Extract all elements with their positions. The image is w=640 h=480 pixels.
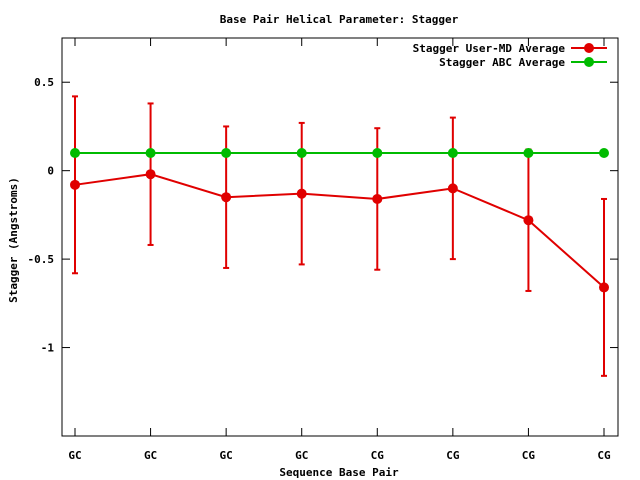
data-point — [70, 179, 80, 190]
data-point — [296, 188, 307, 199]
data-point — [221, 192, 232, 203]
x-tick-label: GC — [295, 449, 308, 462]
data-point — [296, 147, 307, 158]
series-2 — [70, 147, 609, 158]
data-point — [599, 147, 609, 158]
legend-label: Stagger ABC Average — [439, 56, 565, 69]
data-point — [145, 147, 156, 158]
data-point — [599, 282, 609, 293]
series-layer — [70, 95, 609, 377]
x-tick-label: GC — [144, 449, 157, 462]
y-tick-label: -0.5 — [28, 253, 55, 266]
y-axis-label: Stagger (Angstroms) — [7, 177, 20, 303]
series-line — [74, 173, 605, 289]
data-point — [447, 183, 458, 194]
legend-marker — [584, 57, 594, 67]
x-tick-label: CG — [597, 449, 611, 462]
plot-frame — [61, 37, 619, 437]
x-tick-label: CG — [522, 449, 536, 462]
series-1 — [70, 95, 609, 377]
data-point — [523, 147, 534, 158]
y-tick-label: -1 — [41, 342, 55, 355]
legend-label: Stagger User-MD Average — [413, 42, 566, 55]
x-axis-ticks: GC GC GC GC CG CG CG CG — [68, 38, 611, 462]
data-point — [447, 147, 458, 158]
data-point — [372, 147, 383, 158]
y-tick-label: 0 — [47, 165, 54, 178]
x-tick-label: CG — [446, 449, 460, 462]
y-axis-ticks: 0.5 0 -0.5 -1 — [28, 76, 618, 355]
x-tick-label: CG — [371, 449, 385, 462]
legend-marker — [584, 43, 594, 53]
data-point — [523, 215, 534, 226]
x-tick-label: GC — [220, 449, 233, 462]
chart-title: Base Pair Helical Parameter: Stagger — [220, 13, 459, 26]
data-point — [145, 169, 156, 180]
x-tick-label: GC — [68, 449, 81, 462]
x-axis-label: Sequence Base Pair — [279, 466, 399, 479]
data-point — [70, 147, 80, 158]
y-tick-label: 0.5 — [34, 76, 54, 89]
data-point — [221, 147, 232, 158]
data-point — [372, 193, 383, 204]
